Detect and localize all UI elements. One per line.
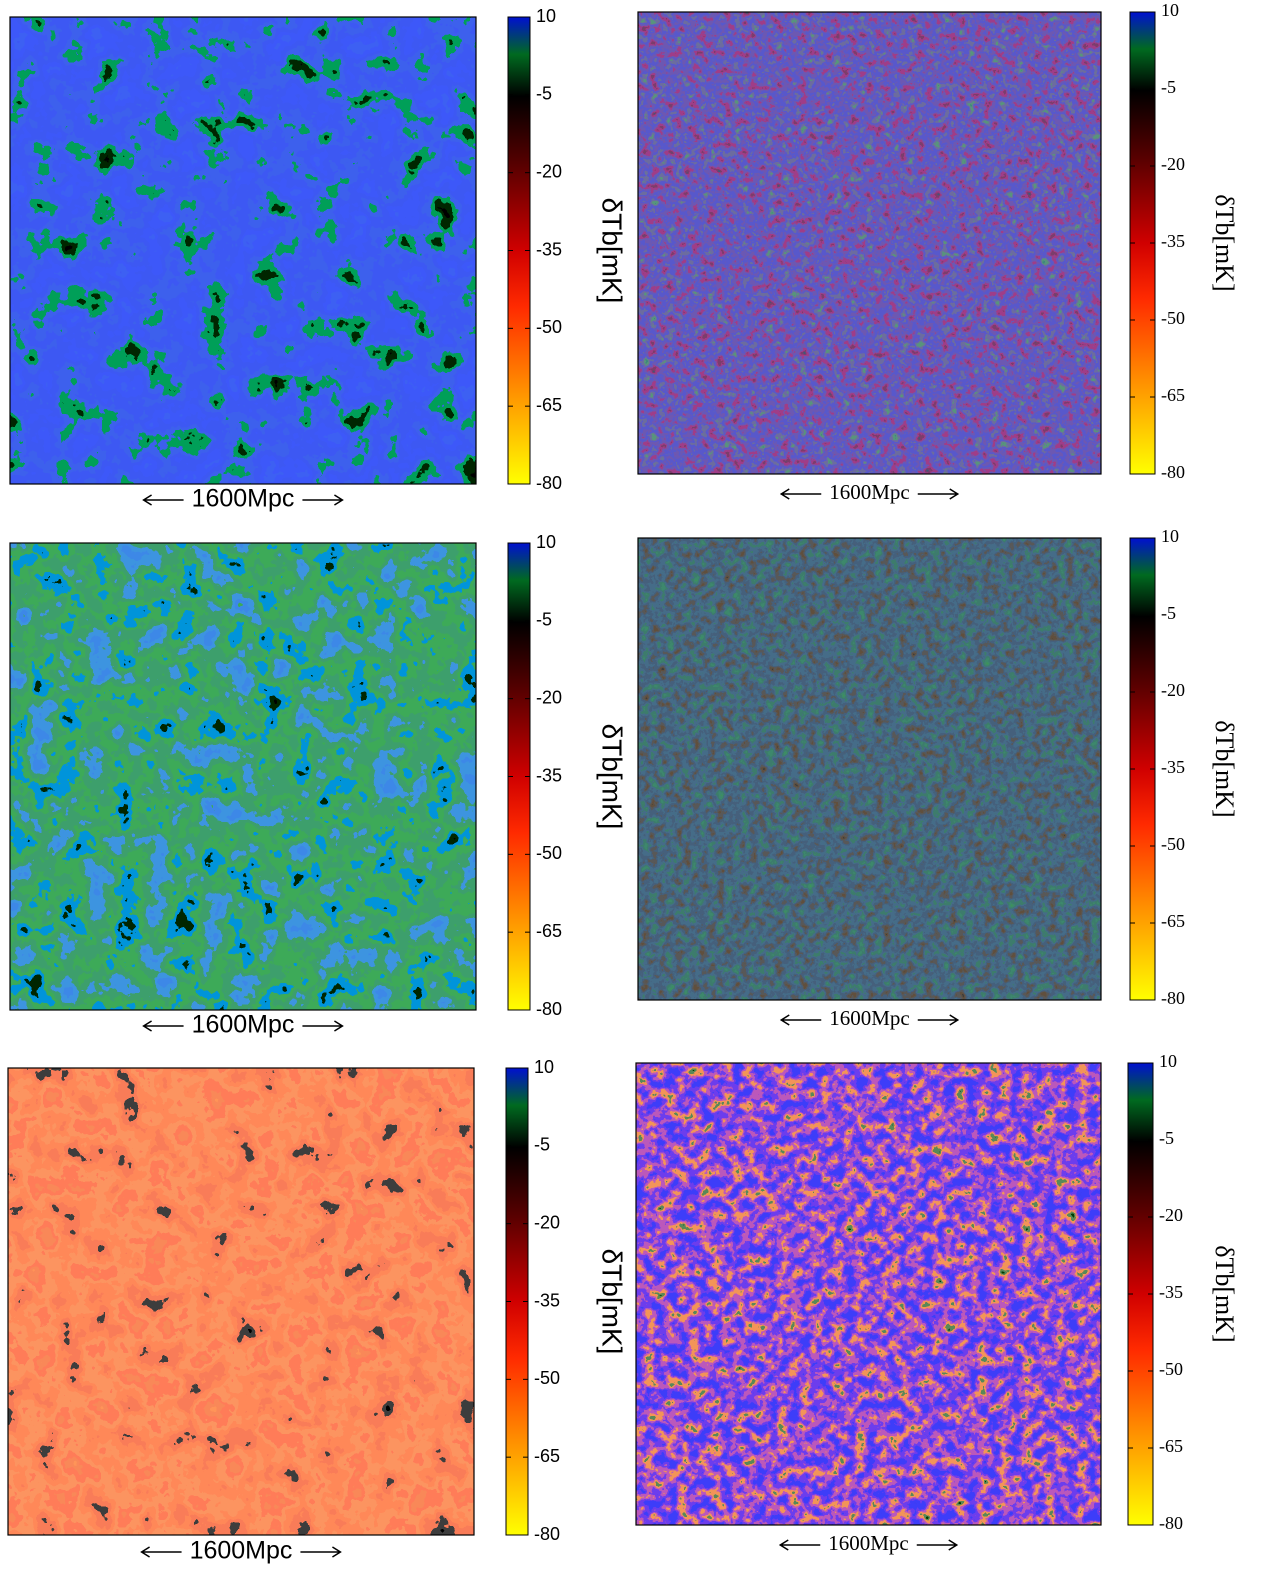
colorbar-tick-label: -20 — [1161, 154, 1185, 174]
colorbar-tick-label: -50 — [534, 1368, 560, 1388]
panel: 1600Mpc 10 -5 -20 -35 -50 -65 -80 δTb[mK] — [9, 532, 628, 1039]
arrow-left — [779, 488, 822, 500]
arrow-left — [142, 494, 184, 506]
colorbar-tick-label: -50 — [1161, 834, 1185, 854]
colorbar-tick-label: -5 — [1161, 77, 1176, 97]
colorbar-tick-label: -50 — [1159, 1359, 1183, 1379]
map — [636, 1063, 1101, 1525]
colorbar-tick-label: -35 — [1161, 757, 1185, 777]
arrow-left — [779, 1014, 822, 1026]
colorbar-tick-label: -50 — [536, 843, 562, 863]
arrow-right — [300, 1546, 342, 1558]
panel: 1600Mpc 10 -5 -20 -35 -50 -65 -80 δTb[mK] — [637, 0, 1239, 504]
arrow-left — [140, 1546, 182, 1558]
colorbar-tick-label: -65 — [536, 395, 562, 415]
colorbar-tick-label: -65 — [1161, 911, 1185, 931]
x-label: 1600Mpc — [829, 480, 910, 504]
colorbar-tick-label: -35 — [536, 239, 562, 259]
colorbar-label: δTb[mK] — [1210, 194, 1239, 291]
colorbar-tick-label: -5 — [536, 84, 552, 104]
map-frame — [7, 1067, 475, 1536]
arrow-right — [917, 1014, 960, 1026]
colorbar-tick-label: -5 — [536, 610, 552, 630]
colorbar-tick-label: -65 — [1161, 385, 1185, 405]
colorbar-label: δTb[mK] — [1210, 720, 1239, 817]
x-label: 1600Mpc — [829, 1006, 910, 1030]
map — [10, 17, 476, 484]
arrow-left — [778, 1539, 821, 1551]
x-label: 1600Mpc — [190, 1537, 293, 1565]
colorbar-tick-label: -80 — [534, 1524, 560, 1544]
map — [638, 538, 1101, 1000]
colorbar-tick-label: -5 — [1159, 1128, 1174, 1148]
colorbar-tick-label: 10 — [534, 1057, 554, 1077]
colorbar-tick-label: -5 — [534, 1135, 550, 1155]
colorbar-tick-label: -5 — [1161, 603, 1176, 623]
panel: 1600Mpc 10 -5 -20 -35 -50 -65 -80 δTb[mK] — [7, 1057, 628, 1565]
colorbar-tick-label: -35 — [536, 765, 562, 785]
colorbar-tick-label: -20 — [1161, 680, 1185, 700]
colorbar-tick-label: -20 — [536, 687, 562, 707]
colorbar-tick-label: -80 — [1159, 1513, 1183, 1533]
arrow-left — [142, 1020, 184, 1032]
colorbar-tick-label: -20 — [1159, 1205, 1183, 1225]
colorbar-label: δTb[mK] — [1210, 1245, 1239, 1342]
colorbar-tick-label: -50 — [536, 317, 562, 337]
map-frame — [9, 16, 477, 485]
colorbar-tick-label: -65 — [1159, 1436, 1183, 1456]
panel: 1600Mpc 10 -5 -20 -35 -50 -65 -80 δTb[mK] — [637, 526, 1239, 1030]
colorbar-tick-label: -65 — [534, 1446, 560, 1466]
arrow-right — [302, 494, 344, 506]
x-label: 1600Mpc — [192, 485, 295, 513]
colorbar-tick-label: -80 — [536, 999, 562, 1019]
map — [638, 12, 1101, 474]
map — [10, 543, 476, 1010]
colorbar-tick-label: -35 — [1161, 231, 1185, 251]
colorbar-label: δTb[mK] — [597, 198, 628, 304]
colorbar-tick-label: -65 — [536, 921, 562, 941]
colorbar-tick-label: -80 — [1161, 988, 1185, 1008]
map — [8, 1068, 474, 1535]
map-frame — [637, 537, 1102, 1001]
colorbar-label: δTb[mK] — [597, 1249, 628, 1355]
colorbar-tick-label: -35 — [534, 1290, 560, 1310]
map-frame — [9, 542, 477, 1011]
colorbar-tick-label: 10 — [1161, 526, 1179, 546]
panel: 1600Mpc 10 -5 -20 -35 -50 -65 -80 δTb[mK] — [635, 1051, 1239, 1555]
colorbar-label: δTb[mK] — [597, 724, 628, 830]
colorbar-tick-label: -80 — [1161, 462, 1185, 482]
colorbar-tick-label: -35 — [1159, 1282, 1183, 1302]
x-label: 1600Mpc — [828, 1531, 909, 1555]
panel: 1600Mpc 10 -5 -20 -35 -50 -65 -80 δTb[mK] — [9, 6, 628, 513]
colorbar-tick-label: 10 — [1159, 1051, 1177, 1071]
map-frame — [637, 11, 1102, 475]
colorbar-tick-label: -20 — [534, 1212, 560, 1232]
arrow-right — [916, 1539, 959, 1551]
colorbar-tick-label: -20 — [536, 161, 562, 181]
arrow-right — [917, 488, 960, 500]
x-label: 1600Mpc — [192, 1011, 295, 1039]
colorbar-tick-label: 10 — [1161, 0, 1179, 20]
map-frame — [635, 1062, 1102, 1526]
arrow-right — [302, 1020, 344, 1032]
colorbar-tick-label: -50 — [1161, 308, 1185, 328]
colorbar-tick-label: 10 — [536, 6, 556, 26]
colorbar-tick-label: -80 — [536, 473, 562, 493]
colorbar-tick-label: 10 — [536, 532, 556, 552]
